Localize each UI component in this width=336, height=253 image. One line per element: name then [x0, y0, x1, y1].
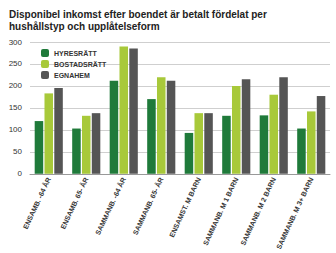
svg-text:SAMMANB. -64 ÅR: SAMMANB. -64 ÅR	[93, 176, 127, 236]
svg-text:300: 300	[9, 38, 23, 47]
svg-text:200: 200	[9, 81, 23, 90]
svg-text:HYRESRÄTT: HYRESRÄTT	[54, 50, 98, 57]
svg-text:150: 150	[9, 103, 23, 112]
svg-text:Disponibel inkomst efter boend: Disponibel inkomst efter boendet är beta…	[9, 9, 270, 20]
svg-text:ENSAMB. -64 ÅR: ENSAMB. -64 ÅR	[21, 176, 52, 230]
svg-text:EGNAHEM: EGNAHEM	[54, 72, 90, 79]
svg-text:250: 250	[9, 59, 23, 68]
svg-text:BOSTADSRÄTT: BOSTADSRÄTT	[54, 61, 107, 68]
svg-text:0: 0	[18, 169, 23, 178]
svg-text:100: 100	[9, 125, 23, 134]
svg-text:SAMMANB. 65- ÅR: SAMMANB. 65- ÅR	[131, 176, 165, 236]
svg-text:SAMMANB. M 3+ BARN: SAMMANB. M 3+ BARN	[275, 176, 314, 250]
svg-text:SAMMANB. M 1 BARN: SAMMANB. M 1 BARN	[202, 176, 240, 246]
svg-text:50: 50	[13, 147, 22, 156]
svg-text:ENSAMST. M BARN: ENSAMST. M BARN	[168, 176, 202, 238]
svg-text:SAMMANB. M 2 BARN: SAMMANB. M 2 BARN	[239, 176, 277, 246]
svg-text:hushållstyp och upplåtelseform: hushållstyp och upplåtelseform	[9, 21, 160, 32]
svg-text:ENSAMB. 65- ÅR: ENSAMB. 65- ÅR	[58, 176, 89, 230]
